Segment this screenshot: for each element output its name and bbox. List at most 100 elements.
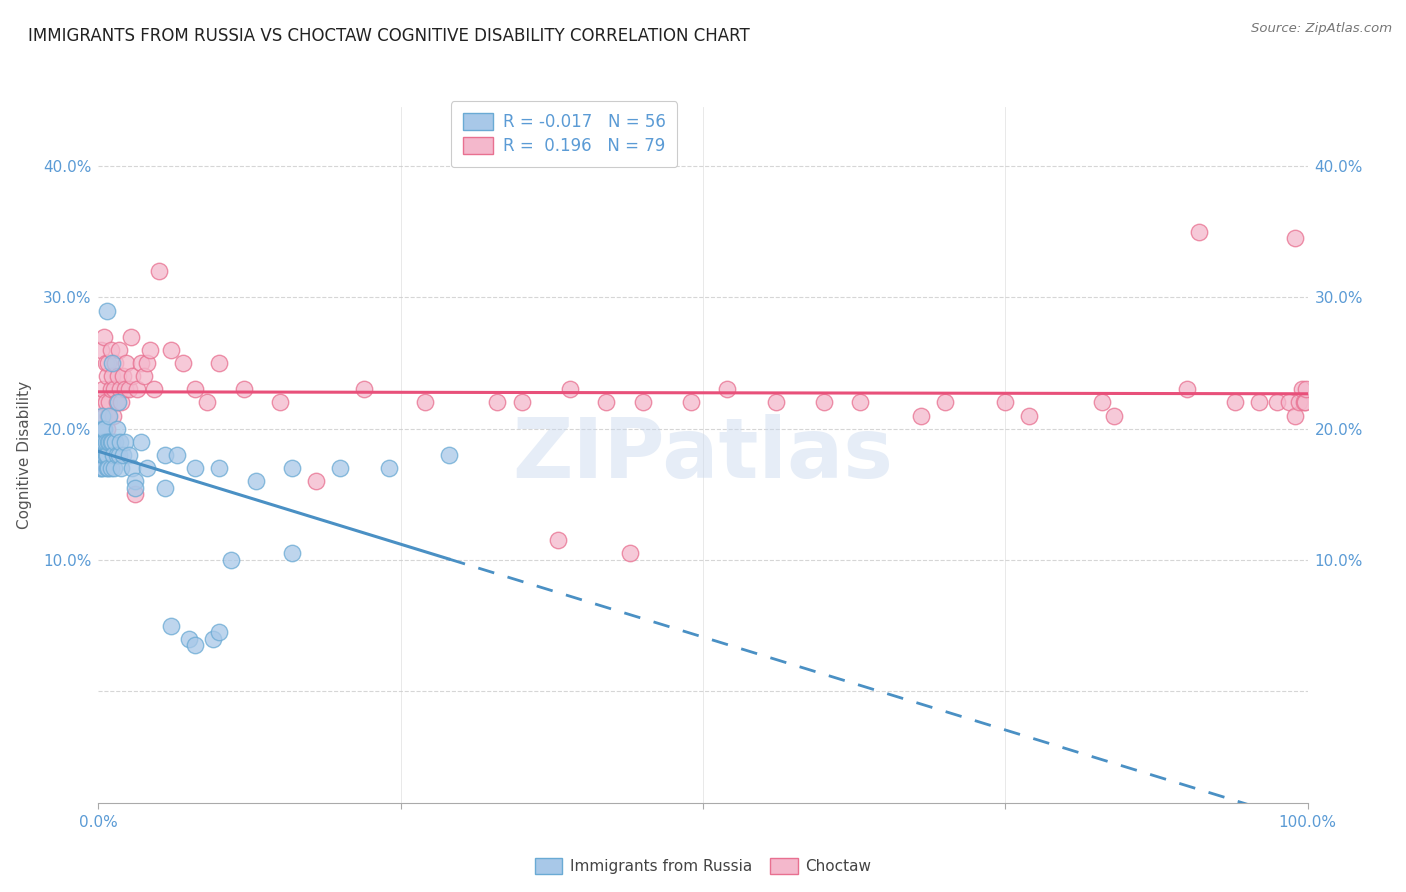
Point xyxy=(1291,382,1313,396)
Point xyxy=(329,461,352,475)
Point xyxy=(134,369,156,384)
Point xyxy=(90,448,112,462)
Point xyxy=(129,356,152,370)
Point xyxy=(114,434,136,449)
Point xyxy=(100,356,122,370)
Point xyxy=(93,434,115,449)
Point xyxy=(558,382,581,396)
Point xyxy=(103,382,125,396)
Point xyxy=(90,343,112,357)
Point xyxy=(547,533,569,548)
Point xyxy=(100,434,122,449)
Point xyxy=(111,369,134,384)
Point xyxy=(135,356,157,370)
Point xyxy=(100,382,122,396)
Point xyxy=(245,474,267,488)
Point xyxy=(221,553,243,567)
Point xyxy=(127,382,149,396)
Point xyxy=(105,395,128,409)
Point xyxy=(143,382,166,396)
Point xyxy=(305,474,328,488)
Point xyxy=(89,434,111,449)
Point xyxy=(208,356,231,370)
Point xyxy=(93,422,115,436)
Point xyxy=(172,356,194,370)
Point xyxy=(353,382,375,396)
Point xyxy=(108,448,131,462)
Point xyxy=(994,395,1017,409)
Point xyxy=(813,395,835,409)
Point xyxy=(153,481,176,495)
Point xyxy=(934,395,956,409)
Point xyxy=(195,395,218,409)
Point xyxy=(91,448,114,462)
Point xyxy=(110,395,132,409)
Point xyxy=(437,448,460,462)
Point xyxy=(413,395,436,409)
Point xyxy=(93,409,115,423)
Point xyxy=(96,303,118,318)
Point xyxy=(101,448,124,462)
Point xyxy=(1267,395,1289,409)
Point xyxy=(1295,382,1317,396)
Point xyxy=(1294,395,1316,409)
Point xyxy=(91,448,114,462)
Point xyxy=(1292,395,1315,409)
Point xyxy=(90,434,112,449)
Point xyxy=(184,638,207,652)
Point xyxy=(90,422,112,436)
Point xyxy=(716,382,738,396)
Point xyxy=(202,632,225,646)
Point xyxy=(281,461,304,475)
Point xyxy=(115,356,138,370)
Point xyxy=(377,461,399,475)
Point xyxy=(184,382,207,396)
Text: ZIPatlas: ZIPatlas xyxy=(513,415,893,495)
Point xyxy=(94,356,117,370)
Point xyxy=(108,382,131,396)
Point xyxy=(208,625,231,640)
Point xyxy=(510,395,533,409)
Point xyxy=(104,356,127,370)
Point xyxy=(124,474,146,488)
Point xyxy=(91,395,114,409)
Point xyxy=(91,409,114,423)
Point xyxy=(631,395,654,409)
Point xyxy=(91,422,114,436)
Point xyxy=(98,409,121,423)
Point xyxy=(121,461,143,475)
Point xyxy=(91,434,114,449)
Point xyxy=(765,395,787,409)
Point xyxy=(96,461,118,475)
Point xyxy=(101,409,124,423)
Point xyxy=(107,369,129,384)
Point xyxy=(120,330,142,344)
Point xyxy=(96,369,118,384)
Point xyxy=(93,330,115,344)
Point xyxy=(108,434,131,449)
Point xyxy=(1175,382,1198,396)
Point xyxy=(139,343,162,357)
Point xyxy=(90,422,112,436)
Point xyxy=(160,343,183,357)
Point xyxy=(153,448,176,462)
Point xyxy=(91,434,114,449)
Point xyxy=(91,461,114,475)
Point xyxy=(208,461,231,475)
Point xyxy=(269,395,291,409)
Point xyxy=(1188,225,1211,239)
Point xyxy=(124,487,146,501)
Point xyxy=(679,395,702,409)
Point xyxy=(910,409,932,423)
Point xyxy=(160,618,183,632)
Point xyxy=(100,461,122,475)
Point xyxy=(97,461,120,475)
Point xyxy=(100,434,122,449)
Point xyxy=(100,369,122,384)
Point xyxy=(107,395,129,409)
Point xyxy=(91,434,114,449)
Point xyxy=(100,343,122,357)
Point xyxy=(129,434,152,449)
Point xyxy=(96,448,118,462)
Point xyxy=(96,422,118,436)
